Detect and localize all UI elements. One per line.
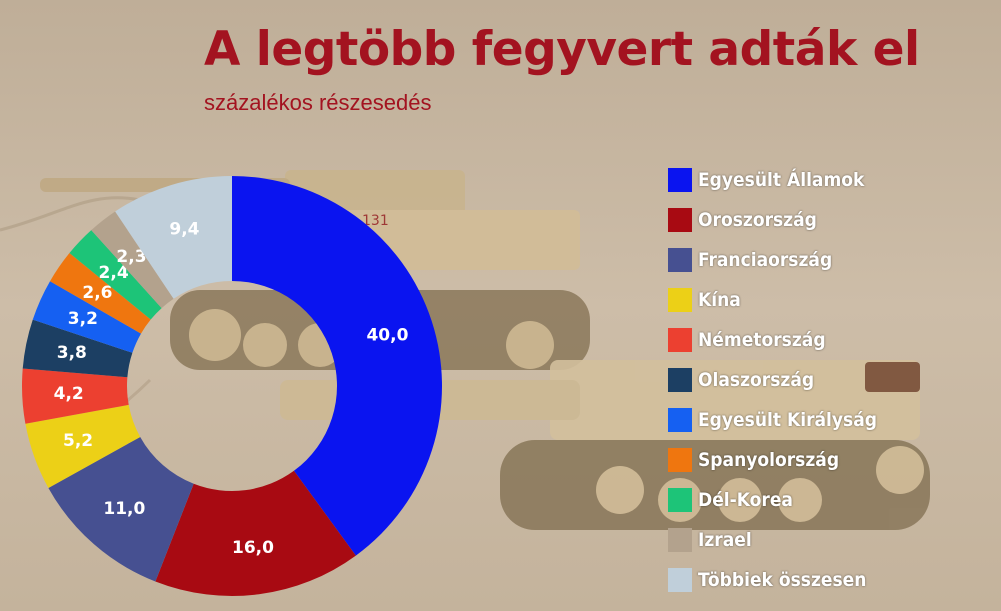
slice-value-label: 2,6 (82, 283, 112, 303)
legend-swatch (668, 328, 692, 352)
slice-value-label: 11,0 (103, 499, 145, 519)
legend-swatch (668, 568, 692, 592)
legend-swatch (668, 248, 692, 272)
chart-legend: Egyesült Államok Oroszország Franciaország… (668, 168, 877, 610)
legend-item: Kína (668, 288, 877, 312)
slice-value-label: 40,0 (366, 325, 408, 345)
legend-label: Kína (698, 289, 741, 311)
legend-item: Olaszország (668, 368, 877, 392)
legend-item: Egyesült Államok (668, 168, 877, 192)
slice-egyesült-királyság (32, 281, 142, 353)
svg-text:131: 131 (362, 213, 389, 229)
slice-value-label: 9,4 (169, 220, 199, 240)
legend-label: Németország (698, 329, 826, 351)
slice-németország (21, 368, 129, 424)
legend-swatch (668, 448, 692, 472)
legend-item: Franciaország (668, 248, 877, 272)
slice-franciaország (48, 436, 194, 582)
legend-swatch (668, 528, 692, 552)
chart-subtitle: százalékos részesedés (204, 90, 432, 115)
slice-value-label: 5,2 (63, 431, 93, 451)
slice-value-label: 16,0 (232, 538, 274, 558)
slice-oroszország (155, 470, 356, 596)
slice-olaszország (22, 319, 133, 378)
slice-kína (25, 404, 141, 488)
slice-dél-korea (69, 230, 162, 320)
slice-egyesült-államok (232, 176, 443, 556)
legend-swatch (668, 368, 692, 392)
legend-label: Izrael (698, 529, 752, 551)
legend-label: Egyesült Királyság (698, 409, 877, 431)
legend-label: Spanyolország (698, 449, 840, 471)
legend-item: Többiek összesen (668, 568, 877, 592)
legend-swatch (668, 288, 692, 312)
legend-item: Németország (668, 328, 877, 352)
legend-item: Izrael (668, 528, 877, 552)
legend-label: Oroszország (698, 209, 817, 231)
slice-value-label: 2,3 (116, 247, 146, 267)
legend-swatch (668, 208, 692, 232)
legend-label: Franciaország (698, 249, 833, 271)
legend-item: Dél-Korea (668, 488, 877, 512)
legend-swatch (668, 168, 692, 192)
legend-swatch (668, 488, 692, 512)
slice-izrael (91, 211, 174, 309)
legend-swatch (668, 408, 692, 432)
legend-label: Többiek összesen (698, 569, 867, 591)
legend-item: Spanyolország (668, 448, 877, 472)
slice-value-label: 2,4 (99, 263, 129, 283)
slice-value-label: 3,2 (68, 309, 98, 329)
slice-spanyolország (50, 253, 151, 334)
slice-value-label: 4,2 (54, 384, 84, 404)
legend-label: Egyesült Államok (698, 169, 865, 191)
chart-title: A legtöbb fegyvert adták el (204, 22, 920, 77)
legend-item: Oroszország (668, 208, 877, 232)
slice-többiek-összesen (115, 176, 232, 299)
legend-item: Egyesült Királyság (668, 408, 877, 432)
legend-label: Dél-Korea (698, 489, 793, 511)
legend-label: Olaszország (698, 369, 815, 391)
slice-value-label: 3,8 (57, 343, 87, 363)
